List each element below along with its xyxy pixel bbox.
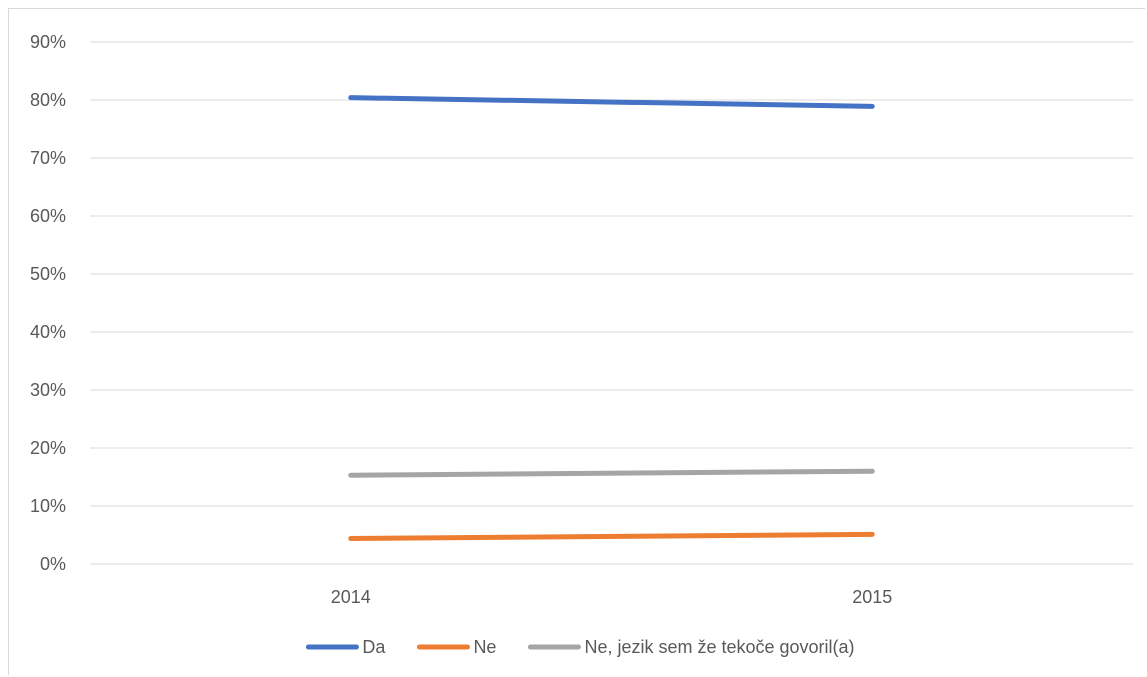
series-line-0	[348, 95, 875, 109]
series-line-2	[348, 468, 875, 478]
y-tick-label: 30%	[30, 380, 66, 400]
legend-label: Ne	[473, 637, 496, 657]
y-tick-label: 80%	[30, 90, 66, 110]
y-tick-label: 70%	[30, 148, 66, 168]
y-tick-label: 50%	[30, 264, 66, 284]
x-tick-label: 2015	[852, 587, 892, 607]
y-tick-label: 90%	[30, 32, 66, 52]
y-tick-label: 20%	[30, 438, 66, 458]
x-tick-label: 2014	[331, 587, 371, 607]
x-axis-tick-labels: 2014 2015	[331, 587, 893, 607]
y-axis-tick-labels: 0% 10% 20% 30% 40% 50% 60% 70% 80% 90%	[30, 32, 66, 574]
legend: Da Ne Ne, jezik sem že tekoče govoril(a)	[305, 637, 855, 657]
chart-frame	[8, 8, 1145, 675]
y-tick-label: 60%	[30, 206, 66, 226]
y-tick-label: 10%	[30, 496, 66, 516]
y-tick-label: 0%	[40, 554, 66, 574]
y-tick-label: 40%	[30, 322, 66, 342]
series-lines	[348, 95, 875, 541]
gridlines	[90, 41, 1133, 565]
series-line-1	[348, 531, 875, 541]
legend-label: Ne, jezik sem že tekoče govoril(a)	[584, 637, 854, 657]
legend-label: Da	[362, 637, 386, 657]
